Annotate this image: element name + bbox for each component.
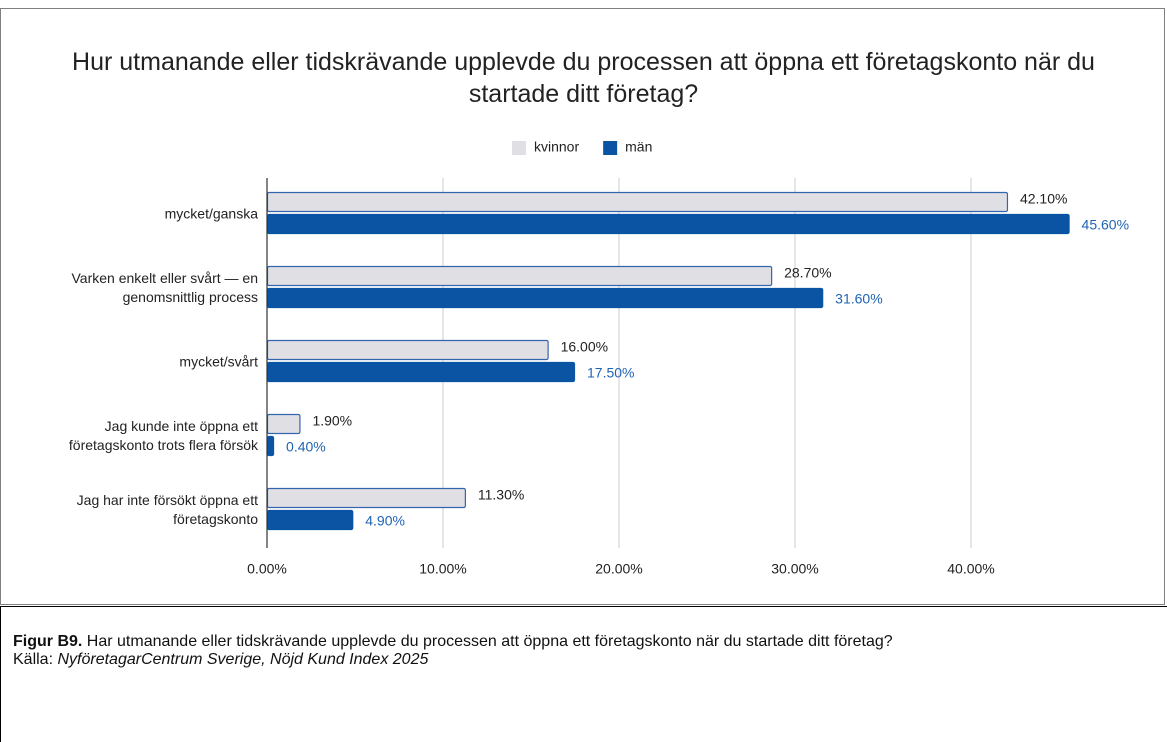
value-label: 11.30% [478,487,524,503]
bar [266,287,824,309]
source-label: Källa: [13,651,54,668]
value-label: 4.90% [365,513,405,529]
category-label: Varken enkelt eller svårt — en genomsnit… [71,270,259,305]
value-label: 17.50% [587,365,634,381]
legend-swatch [603,141,618,155]
value-label: 0.40% [286,439,326,455]
value-label: 16.00% [561,339,608,355]
bar [266,435,275,457]
bar [266,339,549,361]
x-tick-label: 40.00% [947,561,994,577]
category-label: Jag kunde inte öppna ett företagskonto t… [68,418,258,453]
value-label: 1.90% [312,413,352,429]
legend-label: kvinnor [534,139,579,155]
caption-text: Har utmanande eller tidskrävande upplevd… [86,633,893,650]
value-label: 31.60% [835,291,882,307]
x-tick-label: 0.00% [247,561,287,577]
bar [266,487,466,509]
bar [266,413,301,435]
chart: 0.00% 10.00% 20.00% 30.00% 40.00% kvinnor män 4… [247,139,1129,577]
caption-label: Figur B9. [13,633,83,650]
bar [266,265,773,287]
x-tick-label: 20.00% [595,561,642,577]
bar [266,509,354,531]
category-label: Jag har inte försökt öppna ett företagsk… [76,492,258,527]
value-label: 28.70% [784,265,831,281]
legend-label: män [625,139,652,155]
x-tick-label: 10.00% [419,561,466,577]
bar [266,361,576,383]
legend-swatch [512,141,526,155]
chart-title: Hur utmanande eller tidskrävande upplevd… [72,48,1095,108]
value-label: 45.60% [1082,217,1129,233]
value-label: 42.10% [1020,191,1067,207]
category-label: mycket/svårt [179,353,258,370]
caption: Figur B9. Har utmanande eller tidskrävan… [0,606,1167,742]
source: NyföretagarCentrum Sverige, Nöjd Kund In… [57,651,429,668]
x-tick-label: 30.00% [771,561,818,577]
bar [266,213,1070,235]
category-label: mycket/ganska [164,205,258,222]
chart-frame [0,8,1165,605]
bar [266,191,1009,213]
